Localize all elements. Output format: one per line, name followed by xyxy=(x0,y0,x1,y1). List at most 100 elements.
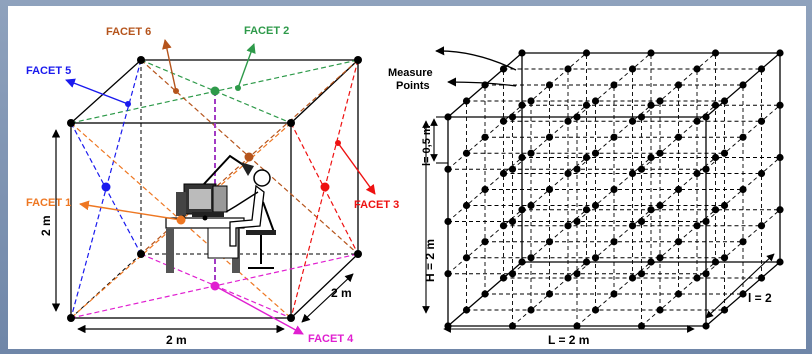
grid-line xyxy=(447,157,523,222)
measure-point xyxy=(674,81,683,89)
facet3-label: FACET 3 xyxy=(354,199,399,211)
measure-point xyxy=(693,274,701,282)
measure-point xyxy=(702,113,710,121)
measure-point xyxy=(573,165,581,173)
measure-point xyxy=(582,49,591,57)
measure-point xyxy=(481,290,489,298)
measure-point xyxy=(739,290,747,298)
measure-point xyxy=(674,185,683,194)
measure-point xyxy=(545,290,554,298)
measure-point xyxy=(499,117,508,125)
measure-point xyxy=(757,117,766,125)
measure-point xyxy=(757,169,766,178)
measure-point xyxy=(499,65,508,73)
measure-point xyxy=(582,101,591,109)
facet1-label: FACET 1 xyxy=(26,197,71,209)
measure-point xyxy=(702,217,710,226)
measure-point xyxy=(481,133,489,141)
measure-point xyxy=(656,254,664,262)
measure-point xyxy=(462,201,471,210)
measure-point xyxy=(711,258,720,266)
measure-point xyxy=(481,185,489,194)
measure-point xyxy=(564,274,572,282)
figure-canvas: FACET 6 FACET 2 FACET 5 FACET 1 FACET 3 … xyxy=(26,25,784,347)
measure-point xyxy=(564,117,572,125)
cube-corners xyxy=(67,56,362,322)
measure-point xyxy=(610,81,618,89)
measure-point xyxy=(674,133,683,141)
height-label: H = 2 m xyxy=(423,239,437,282)
measure-point xyxy=(776,206,784,214)
left-cube-diagram: FACET 6 FACET 2 FACET 5 FACET 1 FACET 3 … xyxy=(26,25,399,347)
measure-point xyxy=(674,238,683,246)
measure-point xyxy=(508,113,517,121)
measure-point xyxy=(720,201,729,210)
measure-point xyxy=(757,274,766,282)
measure-point xyxy=(711,49,720,57)
measure-point xyxy=(518,153,526,162)
measure-point xyxy=(499,222,508,230)
measure-point xyxy=(637,165,646,173)
facet4-label: FACET 4 xyxy=(308,333,354,345)
measure-point xyxy=(757,65,766,73)
measure-point xyxy=(564,222,572,230)
measure-point xyxy=(582,153,591,162)
left-cube-edges xyxy=(70,59,359,319)
facet-arrows xyxy=(65,39,376,335)
measure-point xyxy=(610,290,618,298)
measure-point xyxy=(656,149,664,157)
measure-point xyxy=(508,165,517,173)
measure-point xyxy=(610,133,618,141)
measure-point xyxy=(518,258,526,266)
measure-point xyxy=(702,165,710,173)
measure-point xyxy=(591,97,600,105)
measure-point xyxy=(462,149,471,157)
measure-point xyxy=(637,217,646,226)
measure-point xyxy=(647,101,655,109)
measure-point xyxy=(693,222,701,230)
measure-point xyxy=(564,169,572,178)
measure-point xyxy=(564,65,572,73)
measure-point xyxy=(481,238,489,246)
measure-point xyxy=(711,153,720,162)
measure-point xyxy=(462,306,471,314)
facet2-label: FACET 2 xyxy=(244,25,289,37)
measure-point xyxy=(591,149,600,157)
measure-point xyxy=(499,169,508,178)
measure-point xyxy=(720,306,729,314)
measure-points-label-line2: Points xyxy=(396,80,430,92)
measure-point xyxy=(582,258,591,266)
measure-point xyxy=(656,306,664,314)
measurement-grid-points xyxy=(444,49,784,330)
measure-point xyxy=(527,97,535,105)
facet6-label: FACET 6 xyxy=(106,26,151,38)
measure-point xyxy=(499,274,508,282)
measure-point xyxy=(776,258,784,266)
measure-point xyxy=(720,149,729,157)
figure-panel: FACET 6 FACET 2 FACET 5 FACET 1 FACET 3 … xyxy=(8,6,806,349)
measure-point xyxy=(628,222,637,230)
left-dimensions xyxy=(51,129,354,334)
measure-point xyxy=(757,222,766,230)
measure-point xyxy=(702,270,710,278)
measure-point xyxy=(573,270,581,278)
measure-point xyxy=(462,254,471,262)
measure-point xyxy=(573,113,581,121)
spacing-label: l= 0,5 m xyxy=(421,125,433,166)
measure-point xyxy=(711,206,720,214)
length-label: L = 2 m xyxy=(548,333,589,347)
measure-point xyxy=(582,206,591,214)
measure-point xyxy=(527,306,535,314)
left-height-label: 2 m xyxy=(39,215,53,236)
depth-dimension-line xyxy=(705,253,775,319)
measure-point xyxy=(518,101,526,109)
measure-point xyxy=(656,97,664,105)
measure-point xyxy=(444,270,452,278)
grid-line xyxy=(447,209,523,275)
measure-point xyxy=(591,201,600,210)
measure-point xyxy=(647,49,655,57)
spacing-dimension xyxy=(430,116,448,164)
measure-point xyxy=(702,322,710,330)
facet5-label: FACET 5 xyxy=(26,65,71,77)
